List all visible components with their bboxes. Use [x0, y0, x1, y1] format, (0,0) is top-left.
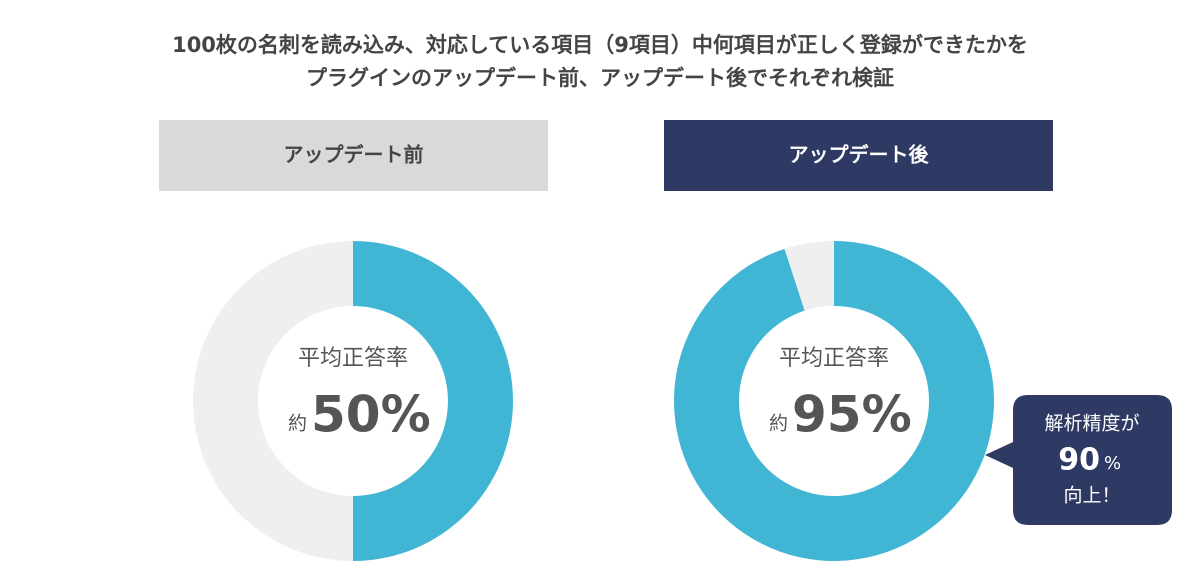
center-label: 平均正答率	[298, 346, 408, 371]
callout-text: 解析精度が	[1044, 413, 1139, 435]
center-value: 95%	[792, 386, 912, 444]
donut-segment	[784, 241, 834, 311]
callout-unit: %	[1104, 453, 1121, 474]
center-prefix: 約	[769, 413, 788, 435]
donut-segment	[193, 241, 353, 561]
center-prefix: 約	[288, 413, 307, 435]
panel-header-text: アップデート前	[284, 143, 424, 167]
title-line: プラグインのアップデート前、アップデート後でそれぞれ検証	[306, 66, 894, 90]
donut-segment	[353, 241, 513, 561]
callout-bubble	[985, 395, 1172, 525]
donut-segment	[674, 241, 994, 562]
panel-header	[664, 120, 1053, 191]
callout-value: 90	[1058, 443, 1100, 478]
title-line: 100枚の名刺を読み込み、対応している項目（9項目）中何項目が正しく登録ができた…	[172, 33, 1028, 57]
center-label: 平均正答率	[779, 346, 889, 371]
callout-text: 向上！	[1063, 485, 1120, 507]
panel-header-text: アップデート後	[789, 143, 930, 167]
center-value: 50%	[311, 386, 431, 444]
panel-header	[159, 120, 548, 191]
